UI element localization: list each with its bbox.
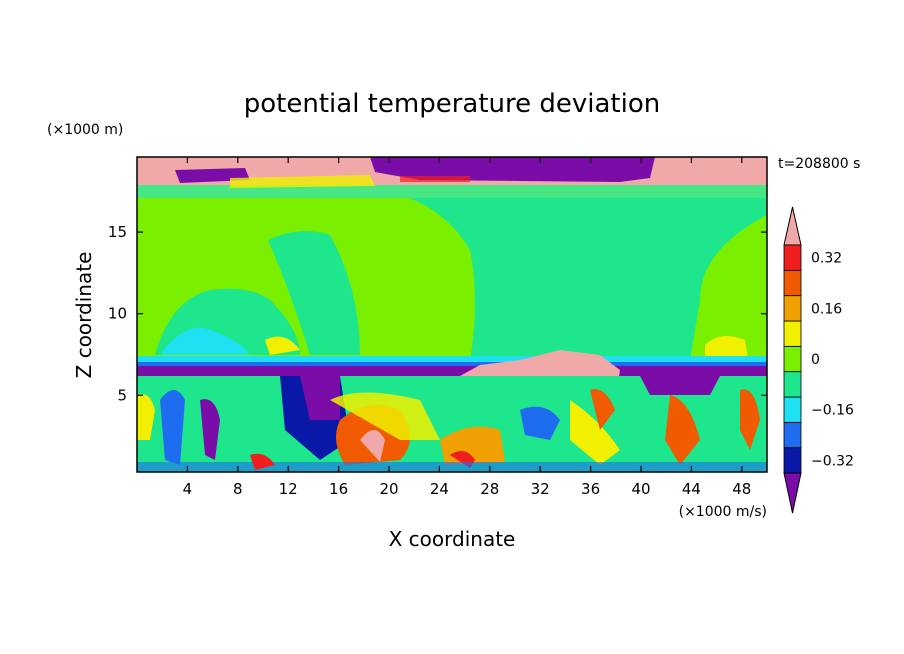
- x-tick-label: 28: [480, 480, 499, 498]
- colorbar-swatch: [783, 421, 802, 449]
- field-lower-red-3: [590, 389, 615, 430]
- field-lower-blue-3: [160, 390, 185, 465]
- field-mid-cyan: [160, 327, 250, 355]
- x-tick-label: 16: [329, 480, 348, 498]
- colorbar-extend-bottom: [783, 472, 802, 514]
- x-tick-label: 24: [430, 480, 449, 498]
- field-lower-pink-1: [360, 430, 385, 462]
- field-lower-yellow-2: [570, 400, 620, 465]
- field-lower-bottom-red: [250, 453, 275, 470]
- x-tick-label: 4: [183, 480, 193, 498]
- colorbar-swatch: [783, 295, 802, 322]
- x-tick-label: 44: [682, 480, 701, 498]
- colorbar-extend-top: [783, 206, 802, 246]
- field-top-cyan: [137, 185, 767, 198]
- field-top-yellow: [230, 175, 375, 188]
- field-lower-orange-4: [740, 389, 760, 450]
- colorbar-swatch: [783, 244, 802, 271]
- x-tick-label: 36: [581, 480, 600, 498]
- field-lower-yellow-3: [137, 394, 155, 440]
- colorbar-swatch: [783, 396, 802, 423]
- x-axis: 4 8 12 16 20 24 28 32 36 40 44 48: [183, 157, 751, 498]
- plot-frame: [136, 156, 768, 473]
- colorbar-label: 0.16: [811, 301, 842, 317]
- x-tick-label: 20: [379, 480, 398, 498]
- y-axis: 5 10 15: [108, 223, 767, 404]
- field-lower-bottom-blue: [137, 462, 767, 472]
- colorbar-label: −0.16: [811, 403, 854, 419]
- y-unit-label: (×1000 m): [47, 122, 123, 138]
- field-lower-purple-1: [300, 376, 340, 420]
- colorbar-label: 0.32: [811, 251, 842, 267]
- colorbar-label: −0.32: [811, 453, 854, 469]
- field-top-red: [400, 176, 470, 182]
- x-tick-label: 40: [631, 480, 650, 498]
- field-lower-purple-3: [200, 399, 220, 460]
- chart-title: potential temperature deviation: [244, 89, 660, 119]
- field-mid-yellow-right: [705, 336, 748, 358]
- colorbar: 0.32 0.16 0 −0.16 −0.32: [783, 206, 854, 514]
- colorbar-swatch: [783, 269, 802, 297]
- field-lower-blue-2: [520, 406, 560, 440]
- field-lower-yellow-1: [330, 392, 440, 440]
- y-tick-label: 5: [117, 386, 127, 404]
- field-layer-purple: [137, 366, 767, 376]
- colorbar-swatch: [783, 345, 802, 373]
- contour-field: [137, 157, 767, 472]
- colorbar-swatch: [783, 371, 802, 398]
- time-label: t=208800 s: [778, 156, 860, 172]
- colorbar-label: 0: [811, 352, 820, 368]
- field-mid-teal: [410, 198, 767, 360]
- field-lower-orange-3: [665, 395, 700, 465]
- y-axis-label: Z coordinate: [72, 252, 96, 379]
- colorbar-swatch: [783, 320, 802, 347]
- x-tick-label: 8: [233, 480, 243, 498]
- field-mid-yellow: [265, 336, 300, 355]
- y-tick-label: 10: [108, 305, 127, 323]
- x-unit-label: (×1000 m/s): [679, 504, 767, 520]
- x-tick-label: 32: [531, 480, 550, 498]
- field-mid-teal-left: [268, 231, 360, 355]
- x-axis-label: X coordinate: [389, 527, 516, 551]
- field-top-purple: [370, 157, 655, 182]
- field-lower-purple-2: [640, 376, 720, 395]
- x-tick-label: 48: [732, 480, 751, 498]
- y-tick-label: 15: [108, 223, 127, 241]
- x-tick-label: 12: [279, 480, 298, 498]
- colorbar-swatch: [783, 447, 802, 474]
